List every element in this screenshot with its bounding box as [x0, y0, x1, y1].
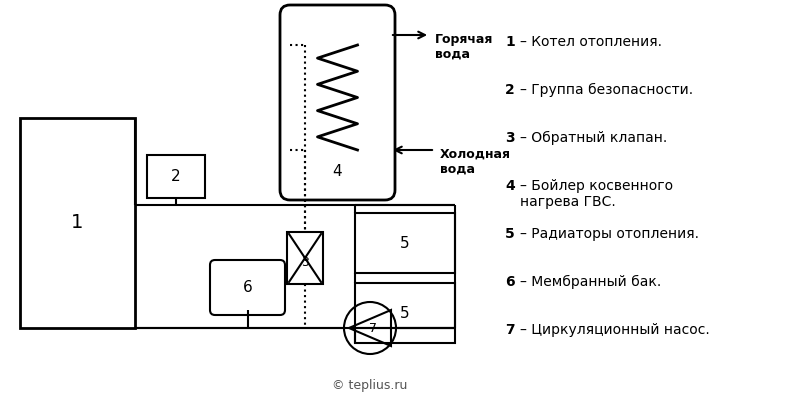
Text: 1: 1 — [71, 214, 84, 233]
Text: 5: 5 — [505, 227, 514, 241]
Text: 2: 2 — [171, 169, 181, 184]
FancyBboxPatch shape — [287, 232, 323, 284]
FancyBboxPatch shape — [355, 283, 455, 343]
Text: © teplius.ru: © teplius.ru — [332, 378, 408, 391]
Text: Горячая
вода: Горячая вода — [435, 33, 494, 61]
Text: 4: 4 — [333, 164, 342, 179]
Text: 5: 5 — [400, 235, 410, 251]
FancyBboxPatch shape — [147, 155, 205, 198]
Text: – Циркуляционный насос.: – Циркуляционный насос. — [520, 323, 710, 337]
Text: – Бойлер косвенного
нагрева ГВС.: – Бойлер косвенного нагрева ГВС. — [520, 179, 673, 209]
FancyBboxPatch shape — [355, 213, 455, 273]
FancyBboxPatch shape — [210, 260, 285, 315]
FancyBboxPatch shape — [20, 118, 135, 328]
Text: 2: 2 — [505, 83, 514, 97]
Text: 6: 6 — [505, 275, 514, 289]
Text: 3: 3 — [301, 256, 309, 270]
Text: 1: 1 — [505, 35, 514, 49]
Text: – Обратный клапан.: – Обратный клапан. — [520, 131, 667, 145]
Text: 5: 5 — [400, 305, 410, 320]
Text: Холодная
вода: Холодная вода — [440, 148, 511, 176]
Text: 7: 7 — [369, 322, 377, 334]
Text: – Группа безопасности.: – Группа безопасности. — [520, 83, 693, 97]
Text: 3: 3 — [505, 131, 514, 145]
Text: – Мембранный бак.: – Мембранный бак. — [520, 275, 662, 289]
Text: 6: 6 — [242, 280, 252, 295]
Text: 7: 7 — [505, 323, 514, 337]
Text: 4: 4 — [505, 179, 514, 193]
Text: – Радиаторы отопления.: – Радиаторы отопления. — [520, 227, 699, 241]
FancyBboxPatch shape — [280, 5, 395, 200]
Text: – Котел отопления.: – Котел отопления. — [520, 35, 662, 49]
